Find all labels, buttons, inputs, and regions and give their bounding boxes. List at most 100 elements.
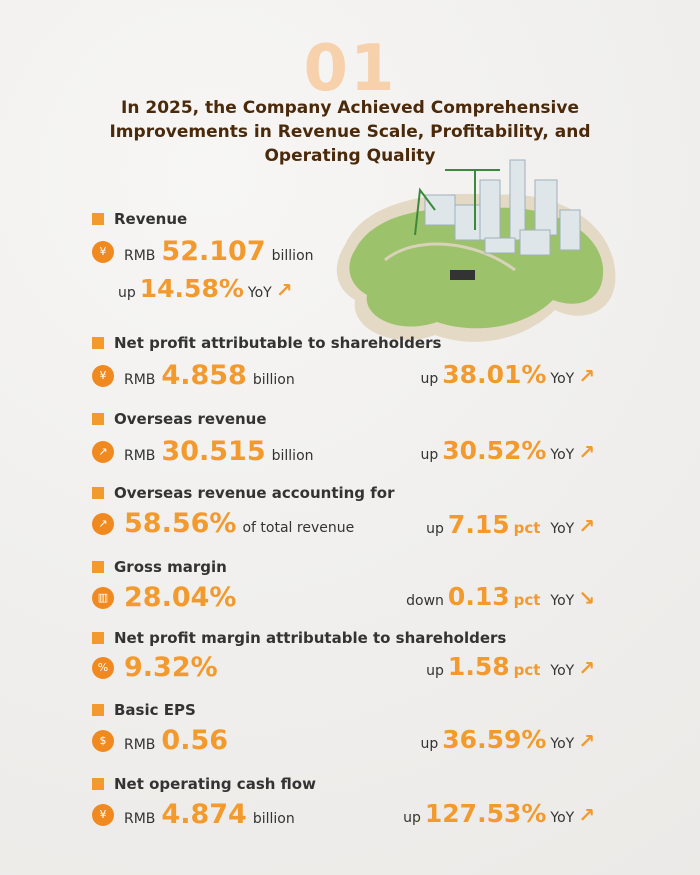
metric-label-overseas-revenue: Overseas revenue [92,410,267,428]
yoy: YoY [550,371,575,387]
value: 9.32% [124,652,218,683]
prefix: RMB [124,372,156,388]
metric-value-basic-eps: $ RMB 0.56 [92,725,228,756]
unit: pct [513,519,541,537]
bullet-square-icon [92,778,104,790]
value: 4.858 [161,360,247,391]
arrow-up-icon: ↗ [578,364,595,388]
value: 4.874 [161,799,247,830]
label-text: Basic EPS [114,701,196,719]
metric-change-basic-eps: up 36.59% YoY ↗ [421,725,595,754]
direction: up [420,371,439,387]
arrow-up-icon: ↗ [578,656,595,680]
metric-value-gross-margin: ▥ 28.04% [92,582,236,613]
direction: up [426,521,444,537]
direction: up [420,736,439,752]
bullet-square-icon [92,561,104,573]
yoy: YoY [550,593,575,609]
value: 28.04% [124,582,237,613]
bullet-square-icon [92,413,104,425]
metric-value-net-margin: % 9.32% [92,652,218,683]
metric-change-overseas-share: up 7.15 pct YoY ↗ [426,510,595,539]
metric-change-net-profit: up 38.01% YoY ↗ [421,360,595,389]
metric-label-basic-eps: Basic EPS [92,701,196,719]
coins-icon: $ [92,729,114,752]
direction: up [118,285,136,301]
prefix: RMB [124,448,156,464]
suffix: of total revenue [242,520,355,536]
arrow-down-icon: ↘ [578,586,595,610]
suffix: billion [252,811,295,827]
bullet-square-icon [92,487,104,499]
value: 30.515 [161,436,266,467]
label-text: Overseas revenue [114,410,267,428]
label-text: Revenue [114,210,188,228]
unit: pct [513,591,541,609]
section-number: 01 [303,32,397,106]
arrow-up-icon: ↗ [578,440,595,464]
metric-change-net-margin: up 1.58 pct YoY ↗ [426,652,595,681]
change: 30.52% [442,436,547,465]
prefix: RMB [124,811,156,827]
metric-value-revenue: ¥ RMB 52.107 billion [92,236,314,267]
yoy: YoY [550,810,575,826]
label-text: Net profit attributable to shareholders [114,334,442,352]
label-text: Net profit margin attributable to shareh… [114,629,507,647]
prefix: RMB [124,248,156,264]
change: 14.58% [139,274,244,303]
bullet-square-icon [92,704,104,716]
metric-value-net-profit: ¥ RMB 4.858 billion [92,360,295,391]
metric-label-cash-flow: Net operating cash flow [92,775,316,793]
bullet-square-icon [92,213,104,225]
metric-value-cash-flow: ¥ RMB 4.874 billion [92,799,295,830]
metric-change-gross-margin: down 0.13 pct YoY ↘ [406,582,595,611]
direction: up [403,810,421,826]
arrow-up-icon: ↗ [578,729,595,753]
change: 0.13 [447,582,510,611]
label-text: Net operating cash flow [114,775,316,793]
bar-chart-icon: ▥ [92,586,114,609]
metric-label-net-profit: Net profit attributable to shareholders [92,334,441,352]
change: 1.58 [447,652,510,681]
arrow-up-icon: ↗ [275,278,293,302]
growth-chart-icon: ↗ [92,512,114,535]
label-text: Overseas revenue accounting for [114,484,395,502]
metric-label-net-margin: Net profit margin attributable to shareh… [92,629,506,647]
unit: pct [513,661,541,679]
metric-label-overseas-share: Overseas revenue accounting for [92,484,395,502]
yoy: YoY [550,521,575,537]
metric-change-revenue: up 14.58% YoY ↗ [118,274,292,303]
yoy: YoY [247,285,272,301]
money-bag-icon: ¥ [92,364,114,387]
metric-label-gross-margin: Gross margin [92,558,227,576]
island-construction-illustration [336,159,616,342]
metric-change-cash-flow: up 127.53% YoY ↗ [403,799,595,828]
metric-value-overseas-share: ↗ 58.56% of total revenue [92,508,354,539]
yoy: YoY [550,736,575,752]
direction: down [406,593,444,609]
direction: up [426,663,444,679]
metric-change-overseas-revenue: up 30.52% YoY ↗ [421,436,595,465]
yoy: YoY [550,663,575,679]
value: 58.56% [124,508,237,539]
suffix: billion [252,372,295,388]
bullet-square-icon [92,337,104,349]
arrow-up-icon: ↗ [578,514,595,538]
change: 127.53% [424,799,547,828]
metric-value-overseas-revenue: ↗ RMB 30.515 billion [92,436,314,467]
change: 7.15 [447,510,510,539]
label-text: Gross margin [114,558,227,576]
direction: up [420,447,439,463]
bullet-square-icon [92,632,104,644]
change: 38.01% [442,360,547,389]
cash-flow-icon: ¥ [92,803,114,826]
suffix: billion [271,248,314,264]
page-title: In 2025, the Company Achieved Comprehens… [109,98,591,166]
value: 52.107 [161,236,266,267]
value: 0.56 [161,725,229,756]
prefix: RMB [124,737,156,753]
change: 36.59% [442,725,547,754]
yoy: YoY [550,447,575,463]
metric-label-revenue: Revenue [92,210,187,228]
